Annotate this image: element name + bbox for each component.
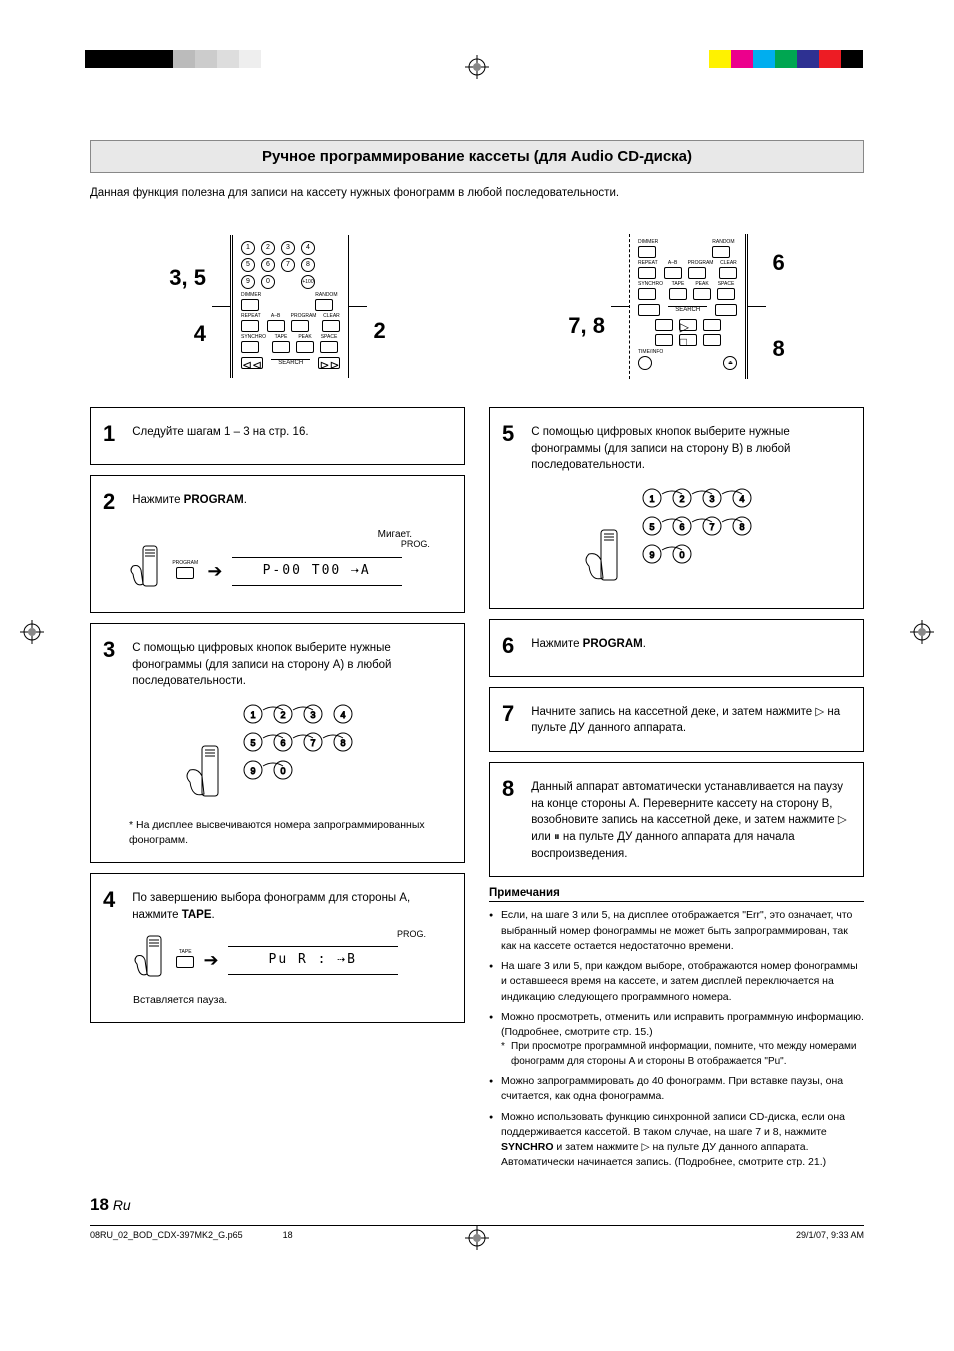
step-2: 2 Нажмите PROGRAM. Мигает. PROGRAM ➔ P-0… bbox=[90, 475, 465, 613]
step-number: 8 bbox=[502, 773, 528, 805]
note-item: Можно запрограммировать до 40 фонограмм.… bbox=[489, 1074, 864, 1104]
callout-7-8: 7, 8 bbox=[568, 313, 605, 339]
right-column: 7, 8 DIMMERRANDOM REPEATA–BPROGRAMCLEAR … bbox=[489, 215, 864, 1175]
step-text: По завершению выбора фонограмм для сторо… bbox=[132, 884, 451, 923]
numpad-icon: 1 2 3 4 5 6 7 8 9 0 bbox=[632, 484, 772, 564]
color-bar-left bbox=[85, 50, 265, 70]
svg-text:7: 7 bbox=[710, 522, 715, 532]
registration-mark-icon bbox=[465, 55, 489, 79]
section-title: Ручное программирование кассеты (для Aud… bbox=[90, 140, 864, 173]
svg-text:9: 9 bbox=[650, 550, 655, 560]
numpad-icon: 1 2 3 4 5 6 7 8 9 0 bbox=[233, 700, 373, 780]
svg-text:8: 8 bbox=[341, 738, 346, 748]
note-item: Можно использовать функцию синхронной за… bbox=[489, 1110, 864, 1171]
lcd-display: Pu R : ⇢B bbox=[228, 946, 398, 975]
step-7: 7 Начните запись на кассетной деке, и за… bbox=[489, 687, 864, 752]
step-number: 1 bbox=[103, 418, 129, 450]
registration-mark-icon bbox=[465, 1226, 489, 1250]
caption: Вставляется пауза. bbox=[103, 993, 452, 1008]
blink-label: Мигает. bbox=[103, 528, 452, 543]
hand-remote-icon bbox=[125, 544, 165, 598]
step-number: 4 bbox=[103, 884, 129, 916]
intro-text: Данная функция полезна для записи на кас… bbox=[90, 187, 864, 199]
step-3: 3 С помощью цифровых кнопок выберите нуж… bbox=[90, 623, 465, 863]
step-4: 4 По завершению выбора фонограмм для сто… bbox=[90, 873, 465, 1023]
page-number: 18 Ru bbox=[90, 1195, 864, 1215]
callout-4: 4 bbox=[169, 321, 206, 347]
callout-3-5: 3, 5 bbox=[169, 265, 206, 291]
step-number: 5 bbox=[502, 418, 528, 450]
svg-text:0: 0 bbox=[680, 550, 685, 560]
svg-text:4: 4 bbox=[341, 710, 346, 720]
remote-buttons: 1234 5678 90+100 DIMMERRANDOM REPEATA–BP… bbox=[230, 235, 349, 378]
step-number: 7 bbox=[502, 698, 528, 730]
notes-list: Если, на шаге 3 или 5, на дисплее отобра… bbox=[489, 908, 864, 1170]
registration-mark-icon bbox=[20, 620, 44, 644]
remote-buttons: DIMMERRANDOM REPEATA–BPROGRAMCLEAR SYNCH… bbox=[629, 234, 748, 379]
step-6: 6 Нажмите PROGRAM. bbox=[489, 619, 864, 677]
left-column: 3, 5 4 1234 5678 90+100 DIMMERRANDOM REP… bbox=[90, 215, 465, 1175]
svg-text:2: 2 bbox=[680, 494, 685, 504]
svg-text:9: 9 bbox=[251, 766, 256, 776]
step-number: 2 bbox=[103, 486, 129, 518]
svg-text:5: 5 bbox=[251, 738, 256, 748]
svg-text:6: 6 bbox=[680, 522, 685, 532]
hand-remote-icon bbox=[129, 934, 169, 988]
remote-diagram-right: 7, 8 DIMMERRANDOM REPEATA–BPROGRAMCLEAR … bbox=[489, 221, 864, 391]
svg-text:7: 7 bbox=[311, 738, 316, 748]
hand-remote-icon bbox=[182, 744, 226, 810]
note-item: Если, на шаге 3 или 5, на дисплее отобра… bbox=[489, 908, 864, 954]
lcd-display: P-00 T00 ⇢A bbox=[232, 557, 402, 586]
svg-text:1: 1 bbox=[650, 494, 655, 504]
step-note: * На дисплее высвечиваются номера запрог… bbox=[103, 818, 452, 848]
color-bar-right bbox=[709, 50, 869, 70]
notes-header: Примечания bbox=[489, 887, 864, 902]
step-text: Начните запись на кассетной деке, и зате… bbox=[531, 698, 850, 737]
step-1: 1 Следуйте шагам 1 – 3 на стр. 16. bbox=[90, 407, 465, 465]
callout-6: 6 bbox=[772, 250, 784, 276]
footer-file: 08RU_02_BOD_CDX-397MK2_G.p65 bbox=[90, 1230, 243, 1240]
print-marks bbox=[0, 40, 954, 80]
step-text: Нажмите PROGRAM. bbox=[132, 486, 451, 509]
arrow-icon: ➔ bbox=[207, 561, 222, 581]
note-item: На шаге 3 или 5, при каждом выборе, отоб… bbox=[489, 959, 864, 1005]
svg-text:6: 6 bbox=[281, 738, 286, 748]
svg-text:4: 4 bbox=[740, 494, 745, 504]
arrow-icon: ➔ bbox=[203, 950, 218, 970]
svg-text:2: 2 bbox=[281, 710, 286, 720]
remote-diagram-left: 3, 5 4 1234 5678 90+100 DIMMERRANDOM REP… bbox=[90, 221, 465, 391]
step-text: Следуйте шагам 1 – 3 на стр. 16. bbox=[132, 418, 451, 441]
registration-mark-icon bbox=[910, 620, 934, 644]
footer-page: 18 bbox=[283, 1230, 293, 1240]
callout-2: 2 bbox=[373, 318, 385, 344]
svg-text:0: 0 bbox=[281, 766, 286, 776]
step-text: С помощью цифровых кнопок выберите нужны… bbox=[132, 634, 451, 690]
callout-8: 8 bbox=[772, 336, 784, 362]
step-text: Нажмите PROGRAM. bbox=[531, 630, 850, 653]
step-text: Данный аппарат автоматически устанавлива… bbox=[531, 773, 850, 862]
step-5: 5 С помощью цифровых кнопок выберите нуж… bbox=[489, 407, 864, 609]
step-number: 6 bbox=[502, 630, 528, 662]
page-content: Ручное программирование кассеты (для Aud… bbox=[90, 140, 864, 1253]
svg-text:8: 8 bbox=[740, 522, 745, 532]
note-item: Можно просмотреть, отменить или исправит… bbox=[489, 1010, 864, 1069]
step-text: С помощью цифровых кнопок выберите нужны… bbox=[531, 418, 850, 474]
step-8: 8 Данный аппарат автоматически устанавли… bbox=[489, 762, 864, 877]
svg-text:5: 5 bbox=[650, 522, 655, 532]
note-sub: При просмотре программной информации, по… bbox=[501, 1040, 864, 1069]
svg-text:3: 3 bbox=[311, 710, 316, 720]
step-number: 3 bbox=[103, 634, 129, 666]
svg-text:3: 3 bbox=[710, 494, 715, 504]
hand-remote-icon bbox=[581, 528, 625, 594]
svg-text:1: 1 bbox=[251, 710, 256, 720]
footer-date: 29/1/07, 9:33 AM bbox=[796, 1230, 864, 1240]
